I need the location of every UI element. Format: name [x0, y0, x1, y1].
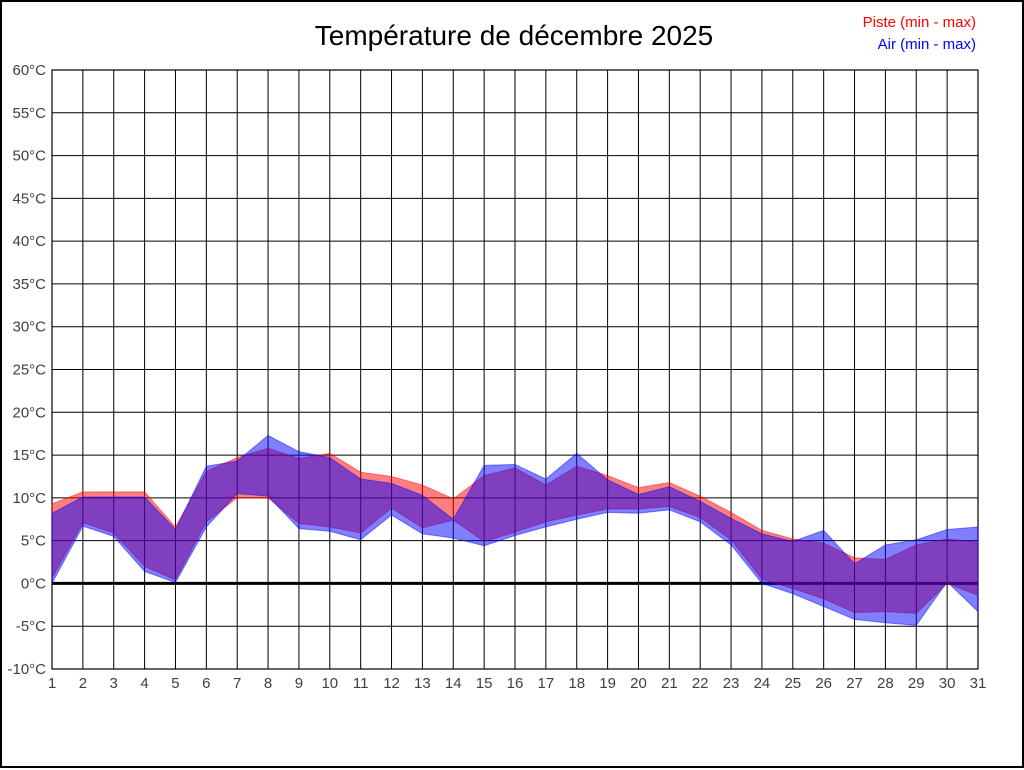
x-axis-tick-label: 26 [815, 675, 832, 692]
y-axis-tick-label: 15°C [12, 447, 46, 464]
y-axis-tick-label: 55°C [12, 105, 46, 122]
x-axis-tick-label: 25 [784, 675, 801, 692]
legend-item-piste: Piste (min - max) [862, 14, 976, 31]
x-axis-tick-label: 13 [414, 675, 431, 692]
y-axis-tick-label: 50°C [12, 148, 46, 165]
y-axis-tick-label: -10°C [7, 661, 46, 678]
y-axis-tick-label: 30°C [12, 319, 46, 336]
chart-title: Température de décembre 2025 [314, 20, 714, 51]
x-axis-tick-label: 5 [171, 675, 179, 692]
x-axis-tick-label: 9 [295, 675, 303, 692]
x-axis-tick-label: 7 [233, 675, 241, 692]
x-axis-tick-label: 23 [723, 675, 740, 692]
y-axis-tick-label: 60°C [12, 62, 46, 79]
x-axis-tick-label: 17 [538, 675, 555, 692]
x-axis-tick-label: 27 [846, 675, 863, 692]
x-axis-tick-label: 20 [630, 675, 647, 692]
x-axis-tick-label: 11 [353, 675, 369, 692]
x-axis-tick-label: 28 [877, 675, 894, 692]
x-axis-tick-label: 3 [110, 675, 118, 692]
y-axis-tick-label: 10°C [12, 490, 46, 507]
x-axis-tick-label: 21 [661, 675, 678, 692]
x-axis-tick-label: 31 [970, 675, 987, 692]
x-axis-tick-label: 16 [507, 675, 524, 692]
x-axis-tick-label: 2 [79, 675, 87, 692]
y-axis-tick-label: -5°C [16, 618, 46, 635]
x-axis-tick-label: 12 [383, 675, 400, 692]
y-axis-tick-label: 20°C [12, 404, 46, 421]
legend-item-air: Air (min - max) [877, 36, 976, 53]
y-axis-tick-label: 25°C [12, 362, 46, 379]
x-axis-tick-label: 6 [202, 675, 210, 692]
x-axis-tick-label: 19 [599, 675, 616, 692]
y-axis-tick-label: 40°C [12, 233, 46, 250]
x-axis-tick-label: 15 [476, 675, 493, 692]
y-axis-tick-label: 5°C [21, 533, 46, 550]
x-axis-tick-label: 4 [140, 675, 148, 692]
plot-border [51, 69, 979, 670]
y-axis-tick-label: 45°C [12, 190, 46, 207]
x-axis-tick-label: 30 [939, 675, 956, 692]
air-minmax-band [51, 434, 979, 626]
x-axis-tick-label: 18 [568, 675, 585, 692]
x-axis-tick-label: 29 [908, 675, 925, 692]
x-axis-tick-label: 10 [321, 675, 338, 692]
x-axis-tick-label: 14 [445, 675, 462, 692]
x-axis-tick-label: 24 [754, 675, 771, 692]
x-axis-tick-label: 8 [264, 675, 272, 692]
y-axis-tick-label: 0°C [21, 575, 46, 592]
x-axis-tick-label: 1 [48, 675, 56, 692]
y-axis-tick-label: 35°C [12, 276, 46, 293]
x-axis-tick-label: 22 [692, 675, 709, 692]
chart-legend: Piste (min - max) Air (min - max) [863, 12, 976, 56]
